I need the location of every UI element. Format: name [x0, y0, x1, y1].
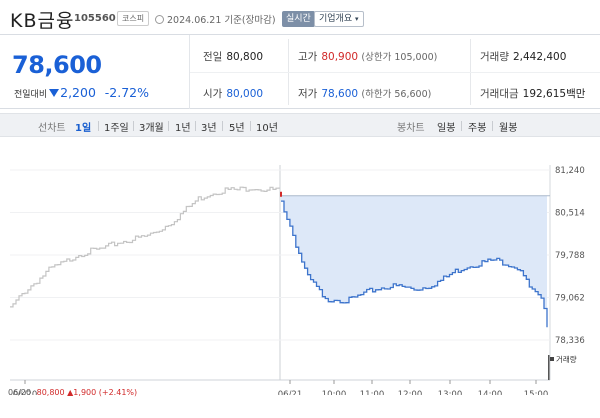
- prev-value: 80,800: [226, 51, 264, 63]
- high-value: 80,900: [321, 51, 359, 63]
- date-label: 2024.06.21 기준(장마감): [155, 12, 276, 26]
- y-tick-label: 78,336: [555, 336, 585, 346]
- market-badge: 코스피: [117, 11, 150, 26]
- current-price: 78,600: [12, 51, 102, 79]
- stock-code: 105560: [74, 13, 116, 24]
- x-tick-label: 12:00: [398, 390, 423, 395]
- x-tick-label: 06/21: [278, 390, 303, 395]
- series-line-prev-day: [10, 186, 280, 308]
- change-value: 2,200: [60, 85, 96, 100]
- candle-chart-tab[interactable]: 봉차트: [397, 123, 425, 134]
- volume-label: 거래량: [480, 51, 509, 63]
- lower-limit: (하한가 56,600): [361, 89, 432, 100]
- period-1y[interactable]: 1년: [175, 123, 191, 134]
- current-price-box: 78,600 전일대비 2,200 -2.72%: [0, 35, 190, 109]
- x-tick-label: 15:00: [524, 390, 549, 395]
- period-10y[interactable]: 10년: [256, 123, 278, 134]
- datetime: 2024.06.21 기준(장마감): [167, 15, 276, 26]
- x-tick-label: 11:00: [360, 390, 385, 395]
- change-label: 전일대비: [14, 90, 48, 100]
- divider: [492, 121, 493, 131]
- series-line-today: [281, 200, 548, 328]
- low-value: 78,600: [321, 88, 359, 100]
- price-change: 전일대비 2,200 -2.72%: [14, 85, 149, 100]
- x-tick-label: 13:00: [438, 390, 463, 395]
- prev-day-info: 06/20 80,800 ▲1,900 (+2.41%): [8, 388, 137, 397]
- divider: [98, 121, 99, 131]
- prev-label: 전일: [203, 51, 223, 63]
- amount-unit: 백만: [566, 88, 586, 100]
- period-3m[interactable]: 3개월: [139, 123, 164, 134]
- down-triangle-icon: [49, 89, 60, 97]
- legend-square-icon: [550, 357, 554, 361]
- x-tick-label: 06/20: [13, 390, 38, 395]
- divider: [461, 121, 462, 131]
- volume: 거래량 2,442,400: [480, 49, 566, 64]
- open-price: 시가 80,000: [203, 86, 263, 101]
- volume-value: 2,442,400: [512, 51, 567, 63]
- low-label: 저가: [298, 88, 318, 100]
- open-label: 시가: [203, 88, 223, 100]
- divider: [195, 121, 196, 131]
- trade-amount: 거래대금 192,615백만: [480, 86, 585, 101]
- prev-day-change: ▲1,900: [67, 388, 97, 397]
- upper-limit: (상한가 105,000): [361, 52, 438, 63]
- prev-close: 전일 80,800: [203, 49, 263, 64]
- y-tick-label: 79,062: [555, 294, 585, 304]
- divider: [133, 121, 134, 131]
- prev-day-date: 06/20: [8, 388, 32, 397]
- chart-toolbar: 선차트 1일 1주일 3개월 1년 3년 5년 10년 봉차트 일봉 주봉 월봉: [0, 113, 600, 137]
- x-tick-label: 10:00: [322, 390, 347, 395]
- realtime-button[interactable]: 실시간: [282, 11, 315, 27]
- amount-value: 192,615: [522, 88, 567, 100]
- open-marker: [280, 191, 282, 197]
- volume-legend-label: 거래량: [556, 355, 577, 364]
- volume-bar: [548, 355, 550, 380]
- y-tick-label: 80,514: [555, 209, 585, 219]
- period-3y[interactable]: 3년: [201, 123, 217, 134]
- period-5y[interactable]: 5년: [229, 123, 245, 134]
- change-area-fill: [281, 195, 547, 328]
- stock-name: KB금융: [10, 10, 75, 32]
- divider: [250, 121, 251, 131]
- divider: [168, 121, 169, 131]
- intraday-chart[interactable]: 81,240 80,514 79,788 79,062 78,336 06/20 06/21…: [0, 155, 600, 395]
- open-value: 80,000: [226, 88, 264, 100]
- period-1d[interactable]: 1일: [75, 123, 92, 134]
- low-price: 저가 78,600 (하한가 56,600): [298, 86, 431, 101]
- candle-daily[interactable]: 일봉: [437, 123, 456, 134]
- divider: [222, 121, 223, 131]
- corp-info-label: 기업개요: [319, 14, 353, 24]
- prev-day-pct: (+2.41%): [98, 388, 138, 397]
- stock-header: KB금융 105560 코스피 2024.06.21 기준(장마감) 실시간 기…: [0, 0, 600, 34]
- y-tick-label: 79,788: [555, 251, 585, 261]
- volume-legend: 거래량: [550, 354, 577, 365]
- prev-day-price: 80,800: [36, 388, 65, 397]
- x-tick-label: 14:00: [478, 390, 503, 395]
- y-tick-label: 81,240: [555, 166, 585, 176]
- line-chart-tab[interactable]: 선차트: [38, 123, 66, 134]
- divider: [190, 72, 600, 73]
- candle-weekly[interactable]: 주봉: [468, 123, 487, 134]
- high-price: 고가 80,900 (상한가 105,000): [298, 49, 437, 64]
- candle-monthly[interactable]: 월봉: [499, 123, 518, 134]
- high-label: 고가: [298, 51, 318, 63]
- price-summary: 78,600 전일대비 2,200 -2.72% 전일 80,800 고가 80,90…: [0, 34, 600, 109]
- amount-label: 거래대금: [480, 88, 519, 100]
- period-1w[interactable]: 1주일: [104, 123, 129, 134]
- clock-icon: [155, 15, 164, 24]
- change-percent: -2.72%: [104, 85, 150, 100]
- chevron-down-icon: ▾: [355, 15, 359, 23]
- corp-info-dropdown[interactable]: 기업개요 ▾: [314, 11, 364, 27]
